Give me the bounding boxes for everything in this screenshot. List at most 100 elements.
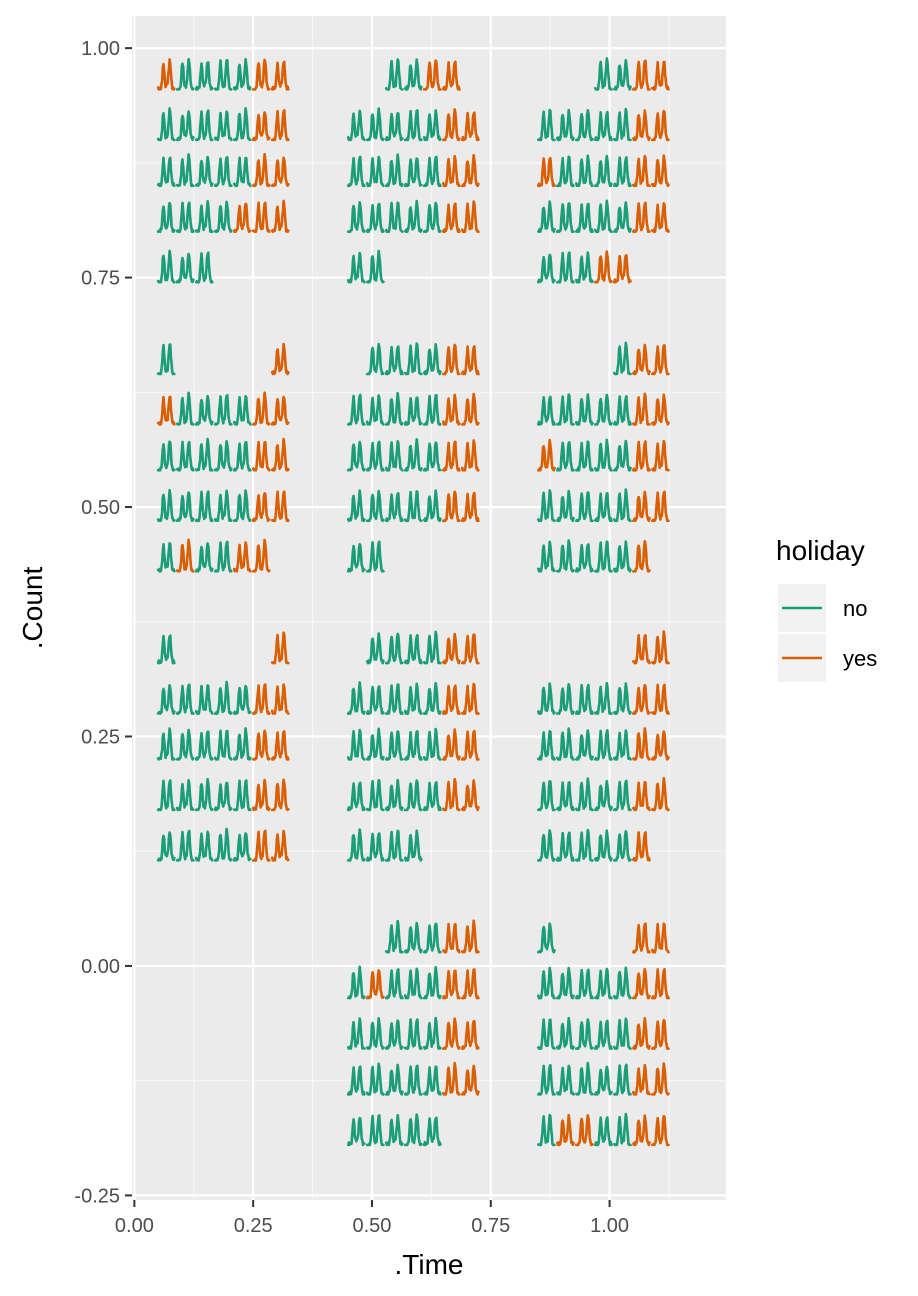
series-line-no	[422, 393, 442, 426]
series-line-yes	[650, 439, 670, 472]
series-line-no	[365, 489, 385, 523]
series-line-yes	[251, 111, 271, 142]
series-line-no	[422, 727, 442, 761]
series-line-no	[346, 201, 366, 233]
series-line-no	[555, 1016, 575, 1050]
series-line-yes	[251, 440, 271, 472]
series-line-yes	[441, 202, 461, 233]
series-line-no	[593, 967, 613, 1000]
series-line-yes	[460, 491, 480, 523]
series-line-yes	[631, 201, 651, 233]
series-line-no	[384, 1019, 404, 1050]
series-line-no	[365, 1114, 385, 1147]
series-line-yes	[574, 1114, 594, 1147]
series-line-yes	[232, 202, 252, 233]
x-axis: 0.00 0.25 0.50 0.75 1.00	[115, 1200, 629, 1237]
series-line-yes	[251, 778, 271, 812]
series-line-yes	[441, 632, 461, 665]
series-line-yes	[631, 922, 651, 954]
series-line-yes	[251, 829, 271, 862]
series-line-no	[403, 921, 423, 954]
series-line-yes	[441, 1017, 461, 1050]
series-line-no	[612, 58, 632, 91]
series-line-no	[213, 200, 233, 233]
series-line-no	[612, 341, 632, 376]
series-line-no	[346, 440, 366, 472]
series-line-no	[156, 107, 176, 142]
series-line-no	[422, 1065, 442, 1096]
series-line-yes	[270, 437, 290, 472]
series-line-yes	[441, 108, 461, 142]
series-line-no	[156, 156, 176, 188]
series-line-yes	[270, 829, 290, 862]
series-line-no	[175, 829, 195, 862]
x-tick-label: 0.00	[115, 1215, 154, 1237]
series-line-no	[403, 779, 423, 812]
series-line-no	[422, 1016, 442, 1050]
series-line-no	[574, 968, 594, 1000]
series-line-no	[384, 919, 404, 954]
series-line-no	[555, 108, 575, 142]
series-line-no	[403, 199, 423, 233]
series-line-no	[593, 829, 613, 862]
series-line-yes	[650, 1114, 670, 1147]
series-line-no	[574, 1061, 594, 1096]
series-line-no	[593, 681, 613, 715]
series-line-no	[574, 491, 594, 523]
series-line-no	[365, 155, 385, 188]
series-line-no	[232, 727, 252, 761]
series-line-yes	[441, 393, 461, 426]
series-line-yes	[650, 922, 670, 954]
series-line-no	[555, 1064, 575, 1096]
series-line-no	[536, 395, 556, 426]
series-line-no	[384, 968, 404, 1000]
series-line-yes	[631, 154, 651, 188]
series-line-no	[365, 249, 385, 284]
series-line-no	[384, 1063, 404, 1096]
series-line-no	[365, 832, 385, 862]
series-line-no	[612, 439, 632, 472]
series-line-no	[175, 391, 195, 426]
series-line-no	[175, 110, 195, 142]
series-line-no	[555, 489, 575, 523]
series-line-no	[384, 201, 404, 233]
series-line-no	[593, 1065, 613, 1096]
series-line-no	[156, 249, 176, 284]
series-line-no	[536, 1063, 556, 1096]
series-line-yes	[650, 344, 670, 376]
y-axis: -0.25 0.00 0.25 0.50 0.75 1.00	[74, 38, 132, 1207]
series-line-no	[574, 729, 594, 761]
series-line-no	[346, 681, 366, 715]
series-line-yes	[460, 682, 480, 715]
series-line-no	[403, 157, 423, 188]
series-line-no	[536, 1113, 556, 1147]
series-line-yes	[441, 777, 461, 812]
series-line-no	[156, 343, 176, 376]
series-line-yes	[251, 538, 271, 573]
series-line-no	[365, 1062, 385, 1096]
series-line-no	[403, 58, 423, 91]
series-line-no	[555, 966, 575, 1000]
series-line-no	[403, 396, 423, 426]
series-line-no	[612, 1017, 632, 1050]
series-line-yes	[555, 1113, 575, 1147]
series-line-no	[213, 781, 233, 812]
series-line-yes	[612, 254, 632, 284]
series-line-no	[346, 393, 366, 426]
series-line-yes	[175, 538, 195, 573]
series-line-no	[213, 393, 233, 426]
series-line-no	[612, 201, 632, 233]
series-line-yes	[650, 154, 670, 188]
series-line-no	[175, 728, 195, 761]
series-line-no	[194, 830, 214, 862]
series-line-yes	[650, 393, 670, 426]
series-line-no	[156, 488, 176, 523]
series-line-yes	[650, 1018, 670, 1050]
series-line-no	[422, 922, 442, 954]
series-line-no	[403, 437, 423, 472]
y-tick-label: 0.25	[81, 726, 120, 748]
series-line-no	[365, 727, 385, 761]
series-line-yes	[441, 440, 461, 472]
series-line-no	[422, 965, 442, 1000]
series-line-yes	[631, 727, 651, 761]
